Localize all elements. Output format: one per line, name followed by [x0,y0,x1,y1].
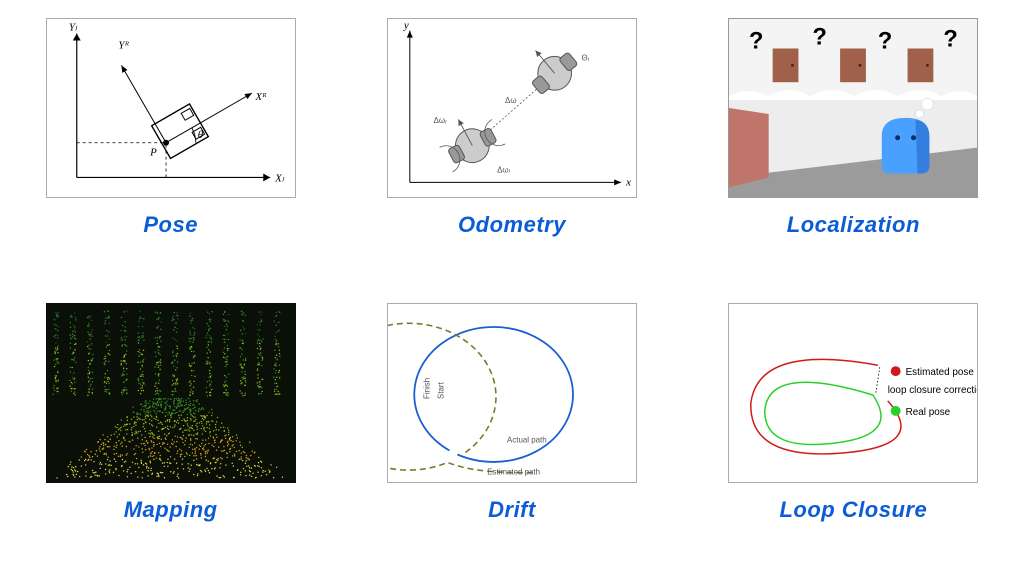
start-label: Start [437,381,446,399]
cell-loopclosure: Estimated pose loop closure correction R… [713,303,994,558]
robot-icon [882,118,930,174]
actual-label: Actual path [507,436,547,445]
panel-mapping [46,303,296,483]
door-icon [840,48,866,82]
odo-y: y [403,20,409,32]
drift-chart: Finish Start Actual path Estimated path [388,303,636,483]
caption-drift: Drift [488,497,536,523]
cell-localization: ? ? ? ? [713,18,994,273]
tr-label: Θᵣ [581,53,589,62]
est-label: Estimated path [487,467,540,476]
caption-loopclosure: Loop Closure [779,497,927,523]
dwl-label: Δωₗ [497,165,510,174]
panel-pose: Xₗ Yₗ Xᴿ Yᴿ [46,18,296,198]
mapping-pointcloud [46,303,296,483]
question-icon: ? [878,27,893,54]
caption-pose: Pose [143,212,198,238]
dwr-label: Δωᵣ [434,116,447,125]
corr-label: loop closure correction [888,385,977,396]
door-icon [908,48,934,82]
p-label: P [149,147,157,159]
panel-odometry: x y [387,18,637,198]
panel-localization: ? ? ? ? [728,18,978,198]
theta-label: θ [197,129,203,141]
caption-odometry: Odometry [458,212,566,238]
question-icon: ? [813,24,828,51]
xl-label: Xₗ [274,172,285,184]
panel-loopclosure: Estimated pose loop closure correction R… [728,303,978,483]
caption-localization: Localization [787,212,920,238]
finish-label: Finish [423,378,432,399]
cell-odometry: x y [371,18,652,273]
localization-scene: ? ? ? ? [729,18,977,198]
caption-mapping: Mapping [124,497,218,523]
cell-mapping: Mapping [30,303,311,558]
pose-diagram: Xₗ Yₗ Xᴿ Yᴿ [47,18,295,198]
concept-grid: Xₗ Yₗ Xᴿ Yᴿ [30,18,994,558]
xr-label: Xᴿ [254,91,267,103]
odometry-diagram: x y [388,18,636,198]
cell-drift: Finish Start Actual path Estimated path … [371,303,652,558]
real-pose-label: Real pose [906,407,951,418]
question-icon: ? [944,25,959,52]
est-pose-label: Estimated pose [906,367,975,378]
odo-x: x [625,176,631,188]
dw-label: Δω [505,96,516,105]
panel-drift: Finish Start Actual path Estimated path [387,303,637,483]
question-icon: ? [749,27,764,54]
door-icon [773,48,799,82]
cell-pose: Xₗ Yₗ Xᴿ Yᴿ [30,18,311,273]
loopclosure-chart: Estimated pose loop closure correction R… [729,303,977,483]
yl-label: Yₗ [68,22,77,34]
yr-label: Yᴿ [118,39,129,51]
